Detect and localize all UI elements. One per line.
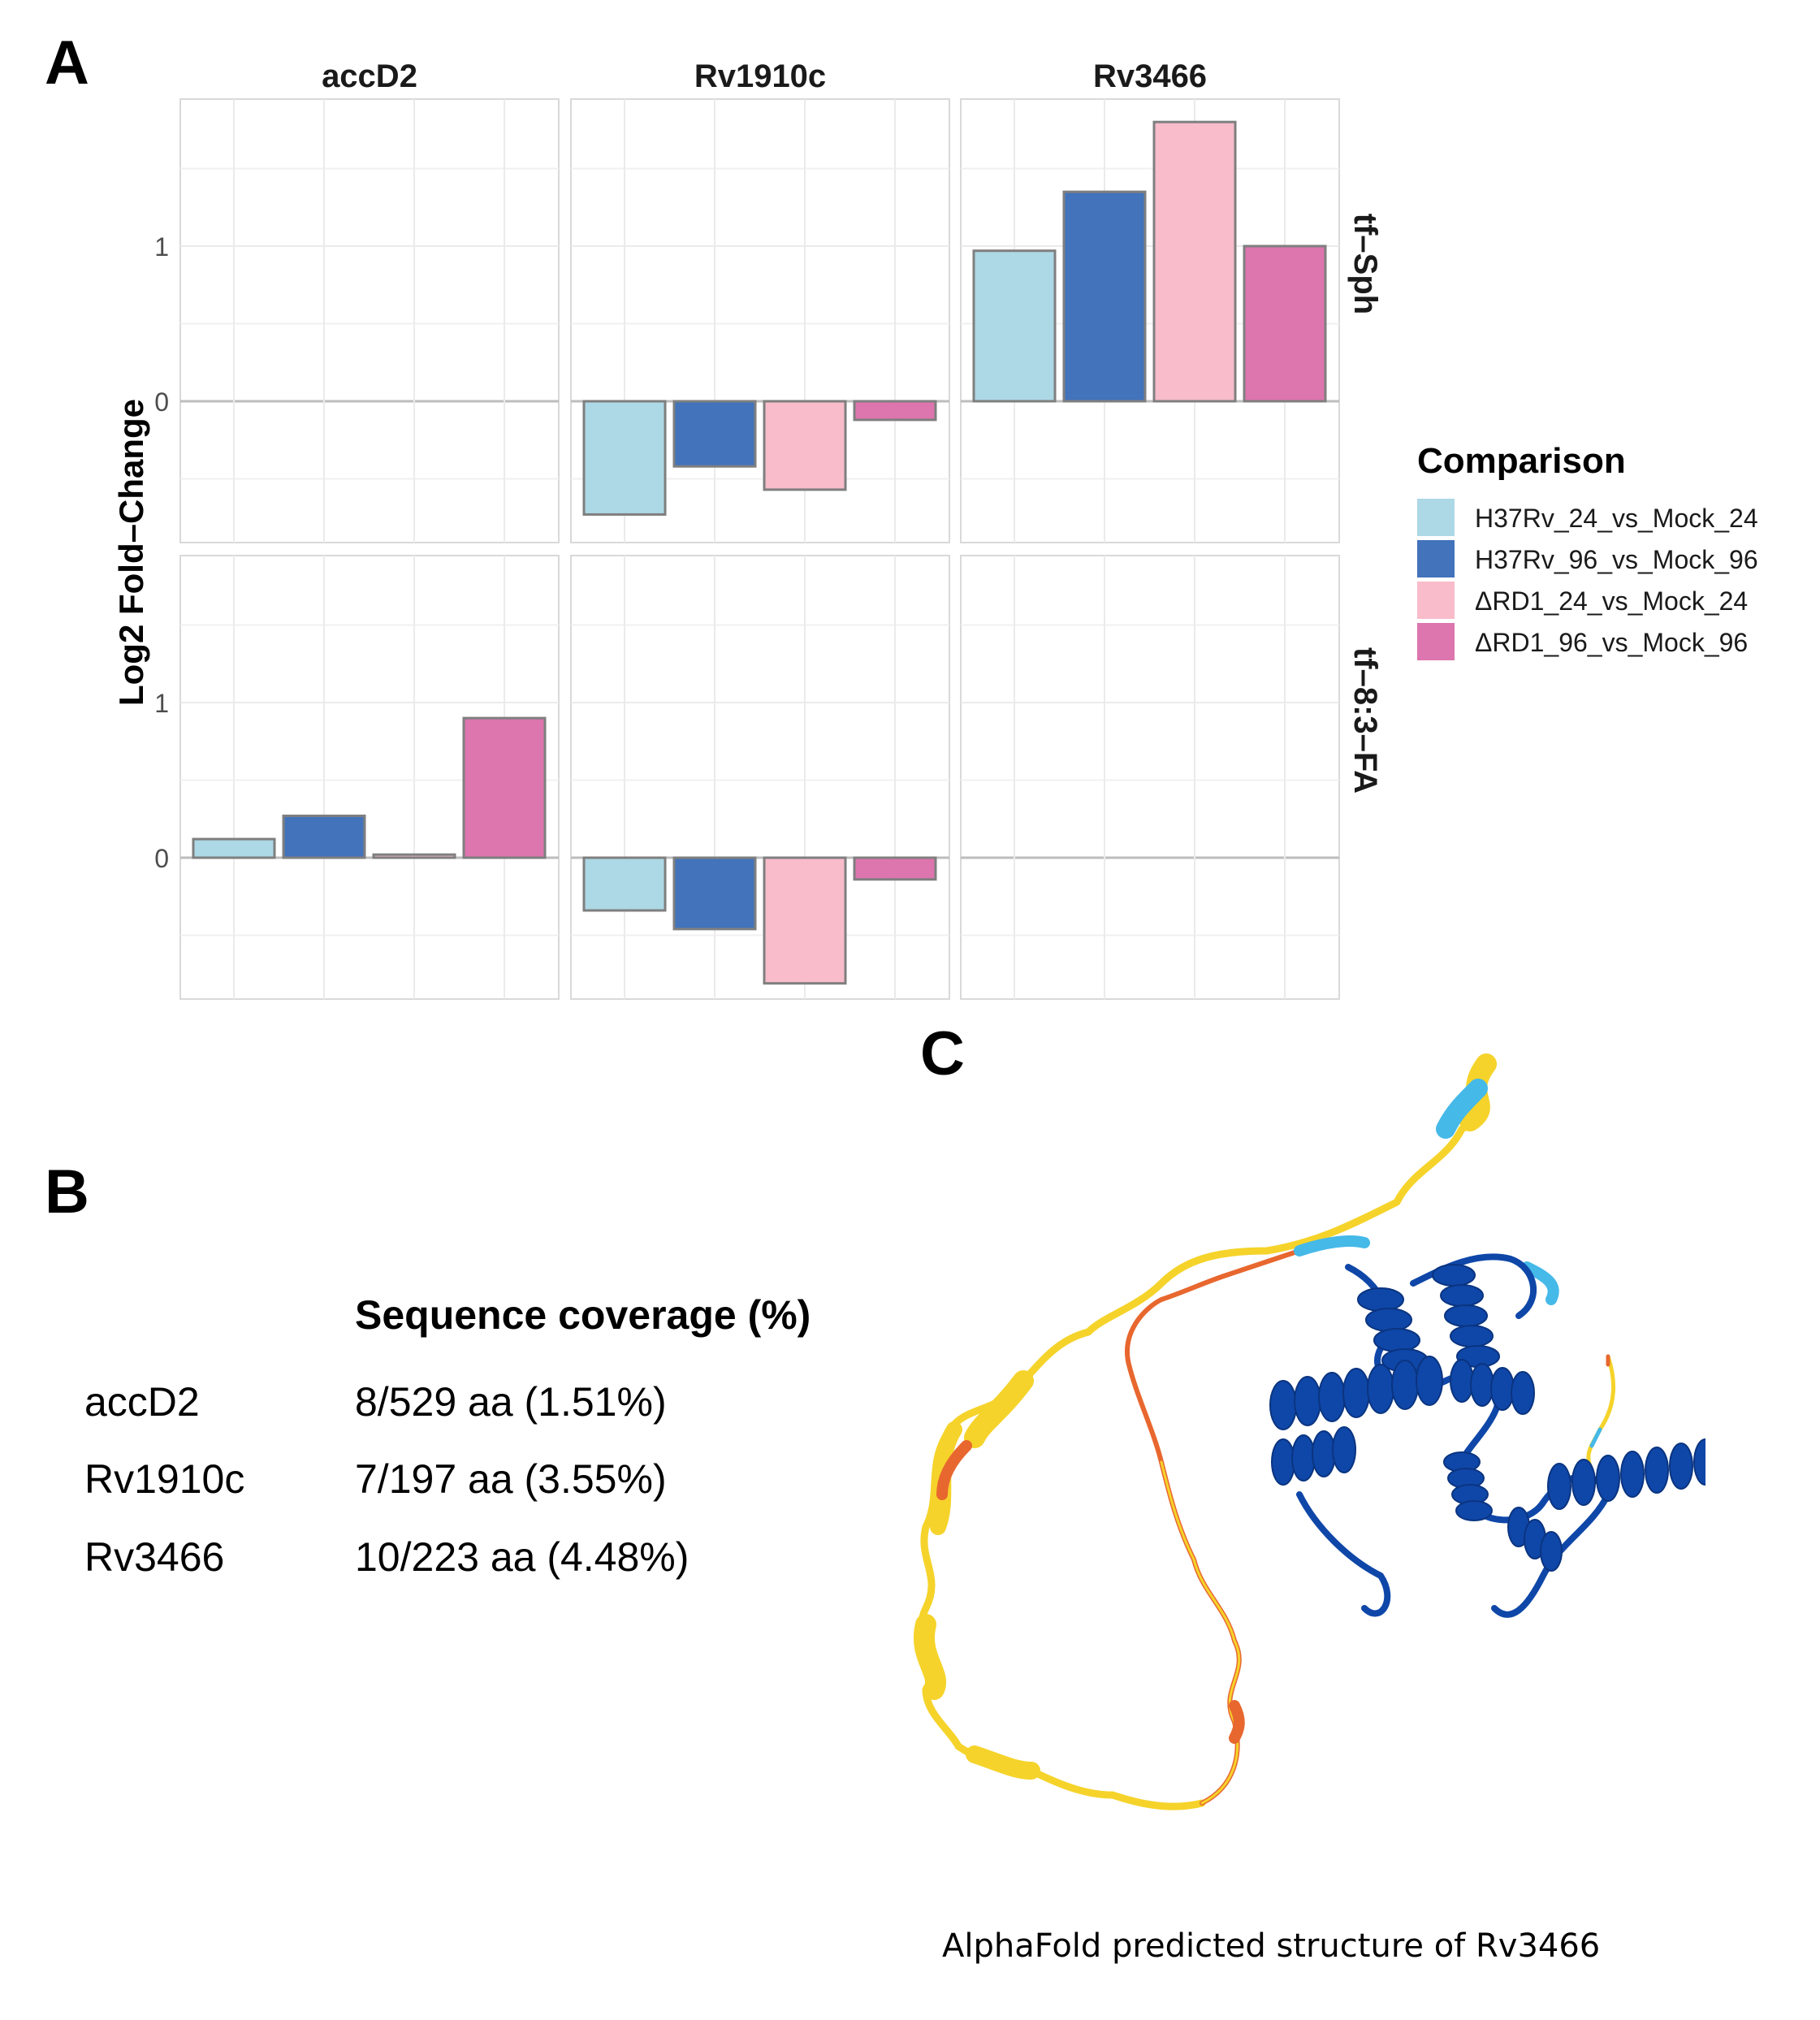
facet-column-label: accD2 — [322, 58, 417, 94]
legend-label: ΔRD1_24_vs_Mock_24 — [1475, 586, 1748, 616]
bar — [582, 400, 667, 516]
bar — [1243, 244, 1327, 403]
helix-3 — [1269, 1356, 1443, 1430]
bar — [672, 856, 757, 931]
legend-label: H37Rv_96_vs_Mock_96 — [1475, 545, 1758, 574]
legend-label: H37Rv_24_vs_Mock_24 — [1475, 504, 1758, 533]
bar — [853, 856, 937, 881]
facet-column-label: Rv1910c — [694, 58, 826, 94]
bar — [763, 856, 847, 985]
panel-label-b: B — [45, 1157, 89, 1226]
coil-low-confidence — [917, 1060, 1484, 1810]
legend-swatch — [1417, 499, 1455, 536]
alphafold-structure-image — [914, 1053, 1705, 1810]
legend-swatch — [1417, 623, 1455, 660]
bar — [972, 249, 1057, 403]
coverage-value: 10/223 aa (4.48%) — [355, 1534, 690, 1580]
bar — [282, 814, 366, 859]
helix-5 — [1443, 1451, 1493, 1521]
helix-4 — [1450, 1359, 1535, 1415]
legend-title: Comparison — [1417, 441, 1626, 481]
facet-panel — [179, 98, 560, 543]
helix-7 — [1507, 1507, 1563, 1572]
bar — [1062, 190, 1147, 403]
bar — [672, 400, 757, 468]
bar — [853, 400, 937, 422]
faceted-bar-chart: accD2 Rv1910c Rv3466tf–Sphtf–8:3–FA0101Log… — [112, 58, 1758, 1000]
y-axis-label: Log2 Fold–Change — [112, 399, 150, 706]
facet-column-label: Rv3466 — [1093, 58, 1207, 94]
coil-very-low-confidence — [1125, 1248, 1302, 1806]
panel-label-a: A — [45, 28, 89, 97]
bar — [1152, 120, 1237, 403]
legend-swatch — [1417, 582, 1455, 619]
helix-2 — [1432, 1264, 1500, 1368]
structure-caption: AlphaFold predicted structure of Rv3466 — [942, 1927, 1601, 1965]
coverage-gene: accD2 — [84, 1379, 200, 1425]
bar — [372, 853, 456, 859]
facet-panel — [570, 555, 950, 1000]
coverage-gene: Rv3466 — [84, 1534, 225, 1580]
bar — [462, 716, 547, 859]
bar — [192, 837, 276, 859]
y-tick-label: 1 — [154, 232, 169, 262]
helix-1 — [1357, 1287, 1429, 1373]
panel-label-c: C — [920, 1019, 965, 1088]
y-tick-label: 1 — [154, 689, 169, 718]
helix-6 — [1547, 1438, 1705, 1510]
coverage-title: Sequence coverage (%) — [355, 1292, 811, 1338]
bar — [582, 856, 667, 912]
facet-panel — [960, 555, 1340, 1000]
facet-row-label: tf–Sph — [1347, 214, 1383, 314]
facet-row-label: tf–8:3–FA — [1347, 647, 1383, 794]
y-tick-label: 0 — [154, 844, 169, 873]
helix-8 — [1271, 1426, 1356, 1486]
coverage-gene: Rv1910c — [84, 1456, 245, 1502]
coverage-value: 8/529 aa (1.51%) — [355, 1379, 667, 1425]
bar — [763, 400, 847, 491]
legend-label: ΔRD1_96_vs_Mock_96 — [1475, 628, 1748, 657]
y-tick-label: 0 — [154, 387, 169, 417]
legend-swatch — [1417, 540, 1455, 577]
coverage-value: 7/197 aa (3.55%) — [355, 1456, 667, 1502]
